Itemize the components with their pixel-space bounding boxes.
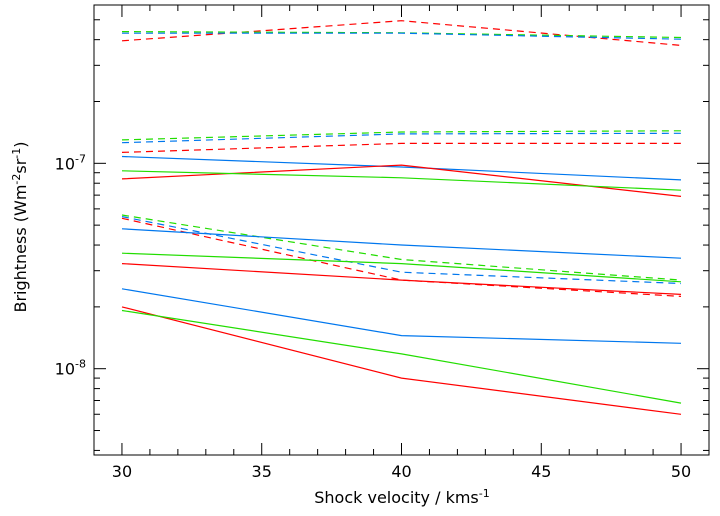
series-line-11-blue-dashed bbox=[121, 216, 682, 285]
series-layer bbox=[121, 20, 682, 415]
y-axis-label-end: ) bbox=[11, 141, 30, 147]
y-tick-label: 10-7 bbox=[55, 152, 86, 173]
series-line-17-red-solid bbox=[121, 306, 682, 415]
series-line-8-red-solid bbox=[121, 164, 682, 197]
x-tick-label: 45 bbox=[531, 462, 551, 481]
series-line-4-green-dashed bbox=[121, 130, 682, 141]
series-line-1-red-dashed bbox=[121, 20, 682, 46]
x-axis-label-sup: -1 bbox=[479, 487, 490, 500]
ticks-layer bbox=[93, 5, 710, 455]
y-axis-label-sup1: -2 bbox=[10, 174, 23, 185]
series-line-5-blue-dashed bbox=[121, 132, 682, 144]
y-axis-label-mid: sr bbox=[11, 158, 30, 173]
series-line-14-green-solid bbox=[121, 252, 682, 283]
series-line-9-green-solid bbox=[121, 170, 682, 191]
series-line-10-green-dashed bbox=[121, 214, 682, 281]
y-axis-label-main: Brightness (Wm bbox=[11, 185, 30, 313]
x-tick-label: 35 bbox=[252, 462, 272, 481]
series-line-16-blue-solid bbox=[121, 288, 682, 344]
plot-frame bbox=[93, 4, 710, 456]
series-line-13-blue-solid bbox=[121, 228, 682, 259]
y-axis-label-sup2: -1 bbox=[10, 148, 23, 159]
series-line-15-red-solid bbox=[121, 263, 682, 295]
x-tick-label: 30 bbox=[112, 462, 132, 481]
series-line-7-blue-solid bbox=[121, 155, 682, 181]
plot-border bbox=[93, 4, 710, 456]
labels-layer: 30 35 40 45 50 10-8 10-7 bbox=[55, 152, 692, 481]
y-axis-label: Brightness (Wm-2sr-1) bbox=[10, 141, 30, 312]
x-tick-label: 40 bbox=[391, 462, 411, 481]
series-line-18-green-solid bbox=[121, 309, 682, 404]
y-tick-label: 10-8 bbox=[55, 358, 86, 379]
x-tick-label: 50 bbox=[671, 462, 691, 481]
x-axis-label: Shock velocity / kms-1 bbox=[314, 487, 489, 507]
x-axis-label-main: Shock velocity / kms bbox=[314, 488, 479, 507]
series-line-12-red-dashed bbox=[121, 217, 682, 297]
series-line-6-red-dashed bbox=[121, 142, 681, 153]
series-line-3-blue-dashed bbox=[122, 32, 682, 40]
